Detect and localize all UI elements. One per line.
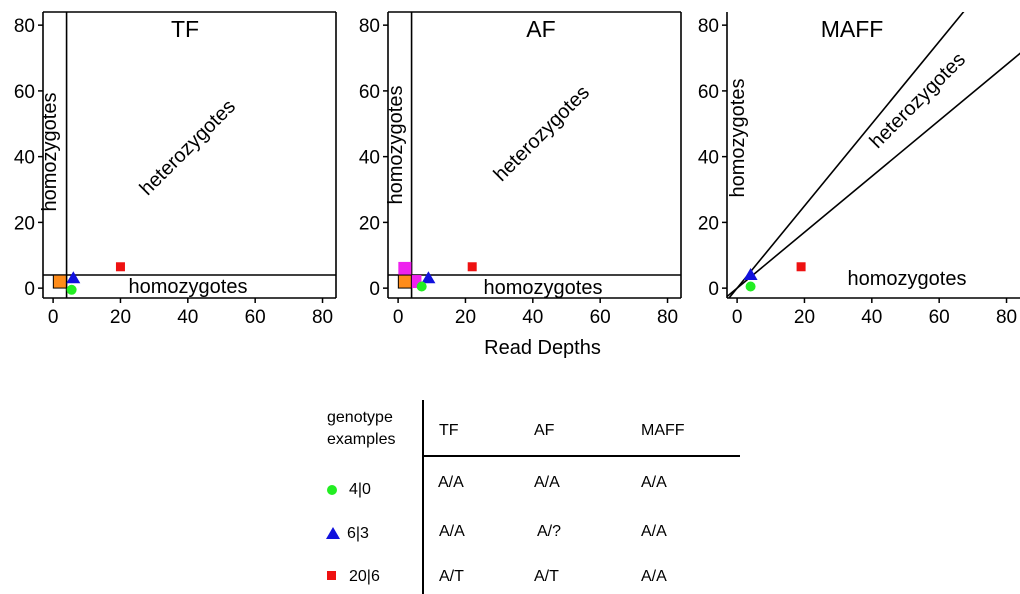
legend-red-square-icon bbox=[327, 571, 336, 580]
green-circle-point bbox=[745, 281, 756, 292]
legend-header-line2: examples bbox=[327, 431, 396, 448]
legend-cell: A/A bbox=[641, 568, 667, 585]
legend-cell: A/A bbox=[439, 523, 465, 540]
legend-cell: A/A bbox=[641, 523, 667, 540]
threshold-lines bbox=[43, 12, 336, 298]
x-tick-label: 40 bbox=[522, 307, 543, 328]
x-tick-label: 20 bbox=[110, 307, 131, 328]
region-label: homozygotes bbox=[129, 276, 248, 298]
green-circle-point bbox=[416, 281, 427, 292]
threshold-lines bbox=[388, 12, 681, 298]
orange-square-point bbox=[397, 274, 412, 289]
legend-col-tf: TF bbox=[439, 422, 459, 439]
region-label: heterozygotes bbox=[136, 96, 240, 200]
x-tick-label: 80 bbox=[657, 307, 678, 328]
threshold-slope-line bbox=[727, 12, 965, 298]
x-tick-label: 0 bbox=[732, 307, 743, 328]
x-axis-label: Read Depths bbox=[484, 337, 601, 359]
panel-title: MAFF bbox=[821, 16, 884, 42]
legend-row-label: 6|3 bbox=[347, 525, 369, 542]
legend-cell: A/? bbox=[537, 523, 562, 540]
legend-cell: A/A bbox=[641, 474, 667, 491]
y-tick-label: 0 bbox=[24, 279, 35, 300]
legend-cell: A/A bbox=[438, 474, 464, 491]
region-label: homozygotes bbox=[848, 268, 967, 290]
x-tick-label: 60 bbox=[929, 307, 950, 328]
x-tick-label: 20 bbox=[794, 307, 815, 328]
panel-tf: 0 20 40 60 80 0 20 40 60 80 TF homozygotes heterozyg… bbox=[14, 11, 337, 328]
y-tick-label: 20 bbox=[698, 213, 719, 234]
x-tick-label: 60 bbox=[590, 307, 611, 328]
y-tick-label: 20 bbox=[14, 213, 35, 234]
region-label: homozygotes bbox=[39, 93, 61, 212]
blue-triangle-point bbox=[743, 267, 758, 280]
red-square-point bbox=[467, 262, 477, 272]
panel-title: TF bbox=[171, 16, 199, 42]
y-tick-label: 80 bbox=[698, 16, 719, 37]
y-tick-label: 0 bbox=[369, 279, 380, 300]
threshold-lines bbox=[727, 12, 1020, 298]
y-tick-label: 60 bbox=[14, 82, 35, 103]
legend-blue-triangle-icon bbox=[326, 527, 340, 539]
legend-col-af: AF bbox=[534, 422, 555, 439]
genotype-legend-table: genotype examples TF AF MAFF 4|0 A/A A/A… bbox=[325, 398, 745, 594]
blue-triangle-point bbox=[66, 271, 81, 284]
y-tick-label: 80 bbox=[359, 16, 380, 37]
legend-cell: A/T bbox=[439, 568, 464, 585]
legend-header-line1: genotype bbox=[327, 409, 393, 426]
legend-green-circle-icon bbox=[327, 485, 337, 495]
legend-cell: A/T bbox=[534, 568, 559, 585]
x-tick-label: 40 bbox=[177, 307, 198, 328]
legend-horizontal-divider bbox=[422, 455, 740, 457]
green-circle-point bbox=[66, 284, 77, 295]
region-label: heterozygotes bbox=[490, 82, 594, 186]
legend-col-maff: MAFF bbox=[641, 422, 685, 439]
red-square-point bbox=[796, 262, 806, 272]
y-tick-label: 40 bbox=[14, 148, 35, 169]
legend-row-label: 4|0 bbox=[349, 481, 371, 498]
y-tick-label: 60 bbox=[698, 82, 719, 103]
x-tick-label: 0 bbox=[48, 307, 59, 328]
y-tick-label: 40 bbox=[359, 148, 380, 169]
region-label: homozygotes bbox=[484, 277, 603, 299]
red-square-point bbox=[115, 262, 125, 272]
legend-vertical-divider bbox=[422, 400, 424, 594]
region-label: homozygotes bbox=[385, 86, 407, 205]
magenta-square-point bbox=[398, 261, 412, 275]
orange-square-point bbox=[52, 274, 67, 289]
y-tick-label: 60 bbox=[359, 82, 380, 103]
y-tick-label: 20 bbox=[359, 213, 380, 234]
x-tick-label: 0 bbox=[393, 307, 404, 328]
x-tick-label: 20 bbox=[455, 307, 476, 328]
x-tick-label: 60 bbox=[245, 307, 266, 328]
panel-af: 0 20 40 60 80 0 20 40 60 80 AF homozygotes heterozyg… bbox=[359, 11, 682, 359]
panel-title: AF bbox=[526, 16, 555, 42]
legend-row-label: 20|6 bbox=[349, 568, 380, 585]
x-tick-label: 40 bbox=[861, 307, 882, 328]
threshold-slope-line bbox=[727, 52, 1020, 298]
region-label: homozygotes bbox=[727, 79, 749, 198]
y-tick-label: 0 bbox=[708, 279, 719, 300]
legend-cell: A/A bbox=[534, 474, 560, 491]
x-tick-label: 80 bbox=[996, 307, 1017, 328]
y-tick-label: 80 bbox=[14, 16, 35, 37]
blue-triangle-point bbox=[421, 271, 436, 284]
y-tick-label: 40 bbox=[698, 148, 719, 169]
x-tick-label: 80 bbox=[312, 307, 333, 328]
